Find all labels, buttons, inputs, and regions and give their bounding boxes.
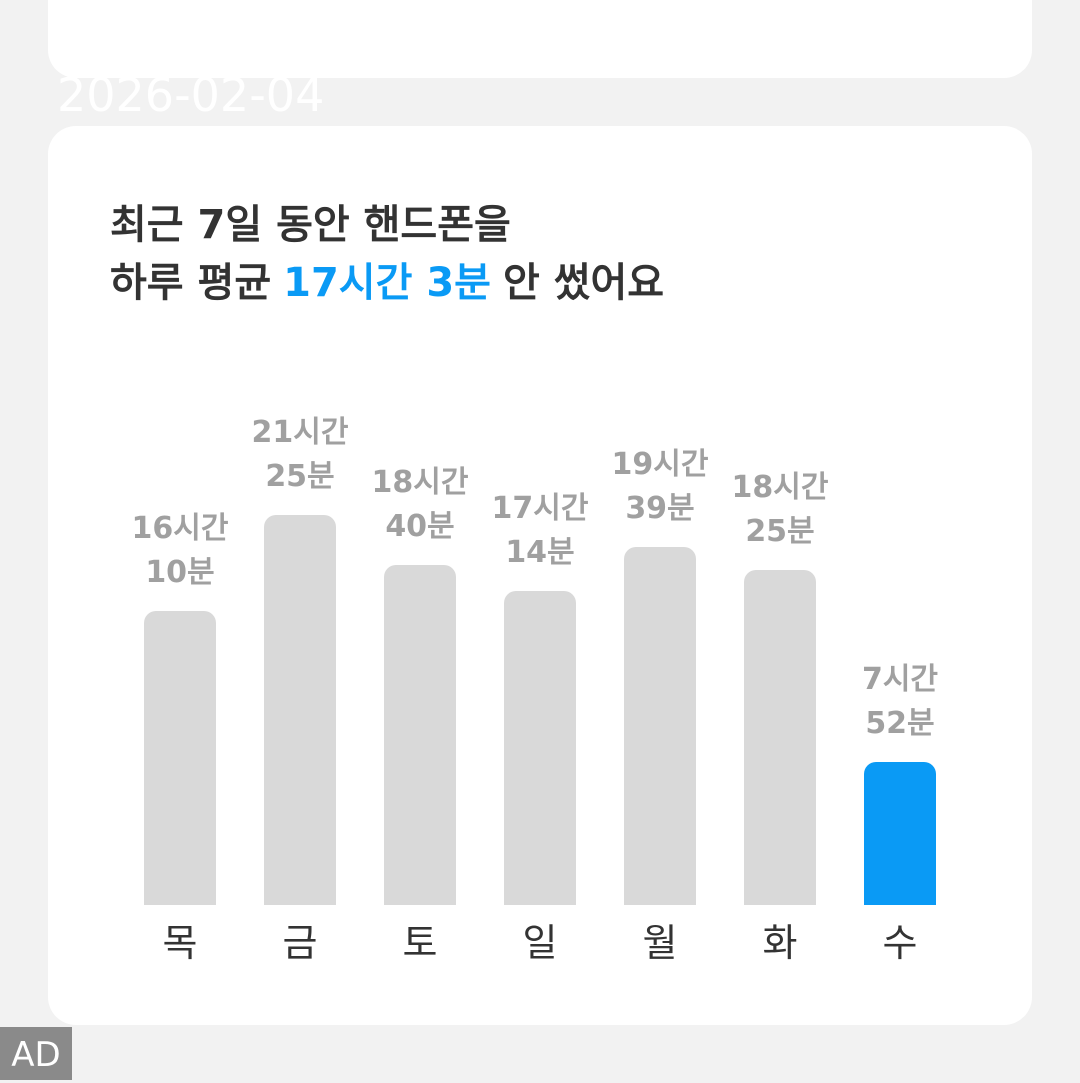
title-text: 안 썼어요 (502, 260, 665, 306)
title-text: 하루 평균 (110, 260, 272, 306)
value-label: 19시간 39분 (611, 447, 709, 527)
bar (864, 761, 936, 905)
value-label: 18시간 25분 (731, 469, 829, 549)
title-text: 최근 7일 동안 핸드폰을 (110, 202, 511, 248)
value-label: 17시간 14분 (491, 491, 589, 571)
x-tick-label: 목 (162, 921, 198, 965)
x-tick-label: 화 (762, 921, 798, 965)
bar (744, 569, 816, 905)
previous-card (48, 0, 1032, 78)
value-label: 21시간 25분 (251, 415, 349, 494)
date: 2026-02-04 (57, 68, 325, 122)
value-label: 7시간 52분 (861, 661, 939, 741)
x-tick-label: 수 (882, 921, 918, 965)
title-highlight: 17시간 3분 (283, 260, 491, 306)
x-tick-label: 일 (522, 921, 558, 965)
bar (264, 515, 336, 905)
bar (504, 591, 576, 905)
bar (384, 565, 456, 905)
value-label: 18시간 40분 (371, 465, 469, 545)
bar (144, 610, 216, 905)
x-tick-label: 금 (282, 921, 318, 965)
x-tick-label: 월 (642, 921, 678, 965)
ad-badge: AD (0, 1027, 72, 1080)
value-label: 16시간 10분 (131, 510, 229, 590)
bar (624, 547, 696, 905)
x-tick-label: 토 (402, 921, 438, 965)
chart-title: 최근 7일 동안 핸드폰을 하루 평균 17시간 3분 안 썼어요 (110, 196, 676, 312)
